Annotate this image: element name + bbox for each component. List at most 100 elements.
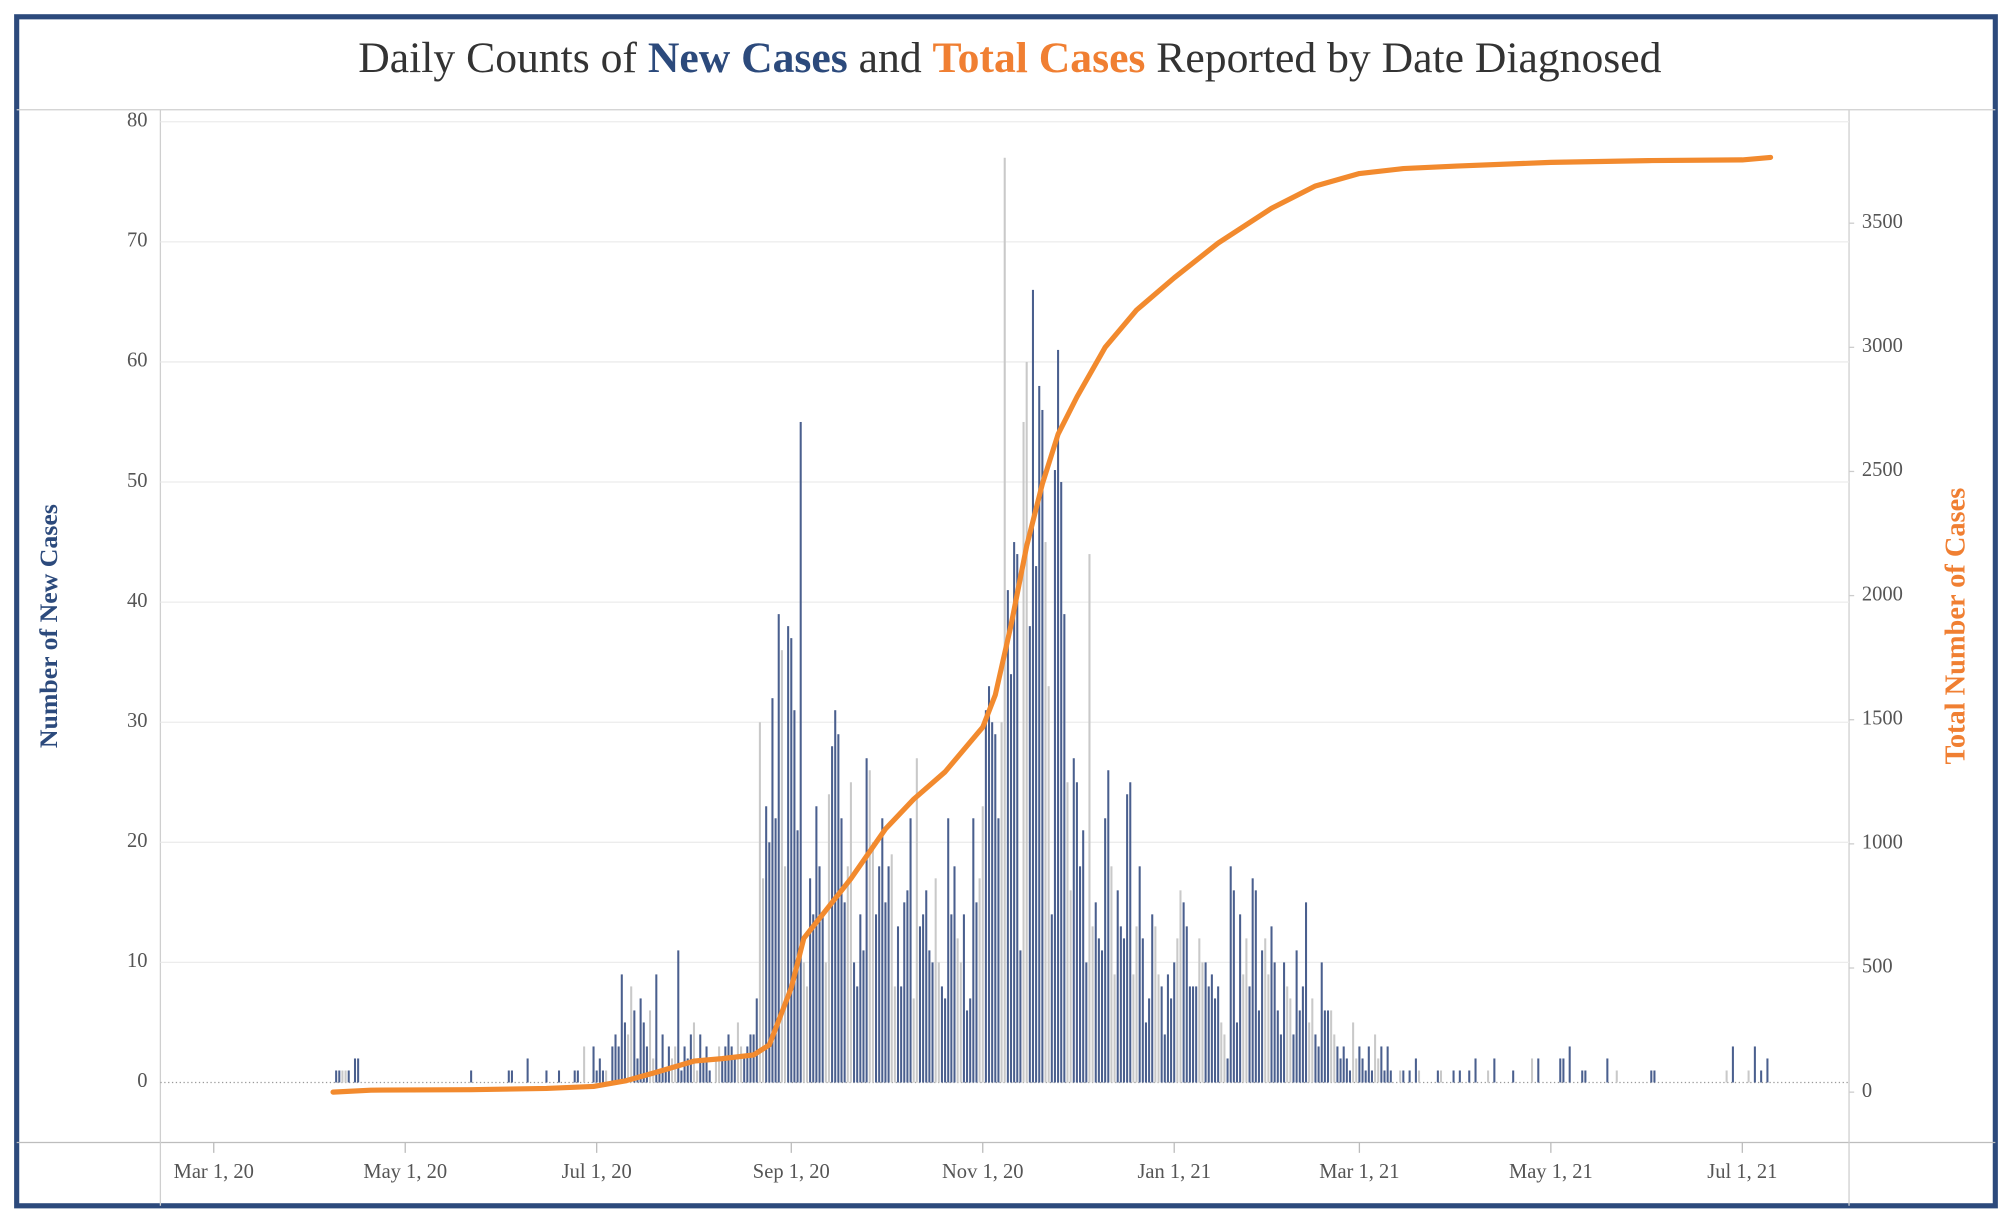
bar [1747,1070,1750,1083]
bar [956,938,959,1083]
bar [677,950,680,1083]
bar [1377,1058,1380,1083]
bar [1239,914,1242,1083]
bar [821,914,824,1083]
bar [840,818,843,1083]
bar [1439,1070,1443,1083]
bar [780,650,783,1083]
bar [658,1070,661,1083]
bar [856,986,859,1083]
bar [875,914,878,1083]
bar [357,1058,360,1083]
bar [1132,974,1135,1083]
bar [771,698,774,1083]
bar [1035,566,1038,1083]
bar [1069,890,1072,1083]
bar [1195,986,1198,1083]
bar [347,1070,350,1083]
bar [928,950,931,1083]
bar [893,986,896,1083]
bar [1248,986,1251,1083]
bar [1358,1046,1361,1083]
bar [1188,986,1191,1083]
bar [881,818,884,1083]
bar [1044,542,1047,1083]
bar [649,1010,652,1083]
y-tick-label: 60 [127,350,148,372]
bar [655,974,658,1083]
bar [1389,1070,1392,1083]
bar [1057,349,1060,1083]
bar [1154,926,1157,1083]
x-tick-label: May 1, 21 [1509,1161,1593,1183]
bar [1402,1070,1405,1083]
bar [1063,614,1066,1083]
bar [1025,361,1028,1083]
bar [1119,926,1122,1083]
bar [1766,1058,1769,1083]
y-tick-label: 10 [127,950,148,972]
bar [1559,1058,1562,1083]
bar [953,866,956,1083]
bar [353,1058,357,1083]
x-tick-label: Mar 1, 20 [174,1161,254,1183]
bar [686,1058,689,1083]
bar [526,1058,529,1083]
bar [338,1070,341,1083]
bar [664,1070,667,1083]
bar [1408,1070,1411,1083]
y-tick-label: 50 [127,470,148,492]
bar [1113,974,1116,1083]
bar [934,878,937,1083]
bar [1173,962,1176,1083]
bar [1075,782,1078,1083]
bar [762,878,765,1083]
bar [1760,1070,1763,1083]
bar [1220,1022,1223,1083]
bar [636,1058,639,1083]
bar [906,890,909,1083]
bar [962,914,965,1083]
bar [1226,1058,1229,1083]
x-tick-label: May 1, 20 [363,1161,447,1183]
bar [1414,1058,1417,1083]
y-tick-label: 30 [127,710,148,732]
bar [1166,974,1169,1083]
bar [1261,950,1264,1083]
bar [809,878,812,1083]
bar [1079,866,1082,1083]
bar [1458,1070,1461,1083]
bar [1072,758,1075,1083]
bar [1176,938,1179,1083]
bar [1097,938,1100,1083]
bar [950,914,953,1083]
bar [1163,1034,1166,1083]
bar [620,974,623,1083]
bar [614,1034,617,1083]
bar [510,1070,513,1083]
bar [768,842,771,1083]
bar [1512,1070,1515,1083]
y-tick-label: 40 [127,590,148,612]
bar [1242,974,1245,1083]
bar [884,902,887,1083]
title-part: Reported by Date Diagnosed [1145,34,1661,82]
y2-tick-label: 1500 [1862,707,1903,729]
bar [1198,938,1201,1083]
y2-tick-label: 500 [1862,956,1893,978]
bar [799,421,802,1083]
bar [1584,1070,1587,1083]
labels: 0 10 20 30 40 50 60 70 80 0 500 1000 1500 2000 2500 300… [34,109,1971,1183]
bar [824,962,827,1083]
bar [714,1058,717,1083]
bar [909,818,912,1083]
bar [1138,866,1141,1083]
bar [871,842,874,1083]
bar [639,998,642,1083]
bar [1013,542,1016,1083]
x-tick-label: Mar 1, 21 [1319,1161,1399,1183]
bar [1581,1070,1584,1083]
title-part: and [848,34,933,82]
bar [344,1070,347,1083]
bar [1016,554,1019,1083]
